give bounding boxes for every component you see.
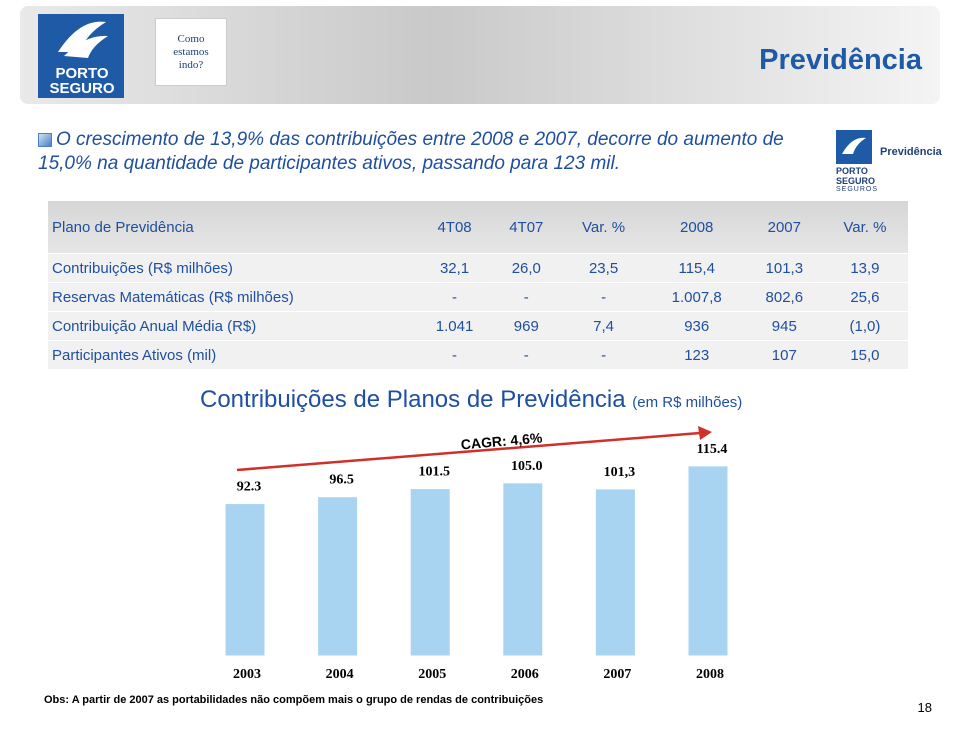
table: Plano de Previdência 4T08 4T07 Var. % 2008 20… xyxy=(48,201,908,369)
logo-sails xyxy=(58,21,108,58)
table-cell: - xyxy=(492,282,561,312)
column-header: 2007 xyxy=(746,201,822,254)
table-cell: 1.041 xyxy=(417,311,493,341)
bullet-text: O crescimento de 13,9% das contribuições… xyxy=(38,129,784,174)
column-header: 4T08 xyxy=(417,201,493,254)
table-cell: - xyxy=(417,340,493,369)
table-cell: 101,3 xyxy=(746,253,822,283)
row-label: Contribuição Anual Média (R$) xyxy=(48,311,417,341)
table-cell: 32,1 xyxy=(417,253,493,283)
badge-line: estamos xyxy=(173,45,209,58)
bar xyxy=(503,483,543,656)
column-header: 4T07 xyxy=(492,201,561,254)
footnote: Obs: A partir de 2007 as portabilidades … xyxy=(44,694,544,706)
column-header: Var. % xyxy=(560,201,647,254)
row-label: Participantes Ativos (mil) xyxy=(48,340,417,369)
x-tick-label: 2008 xyxy=(696,667,724,682)
badge: Como estamos indo? xyxy=(155,18,227,86)
bullet-icon xyxy=(38,133,52,147)
table-cell: - xyxy=(560,340,647,369)
chart-subtitle: (em R$ milhões) xyxy=(632,394,743,411)
row-label: Contribuições (R$ milhões) xyxy=(48,253,417,283)
table-cell: 1.007,8 xyxy=(646,282,747,312)
table-cell: 25,6 xyxy=(821,282,908,312)
table-cell: 13,9 xyxy=(821,253,908,283)
bar xyxy=(688,466,728,656)
side-logo-line: SEGURO xyxy=(836,176,876,186)
table-row: Participantes Ativos (mil) - - -123 107 15,0 xyxy=(48,340,908,369)
badge-line: indo? xyxy=(178,58,204,71)
chart-title-text: Contribuições de Planos de Previdência xyxy=(200,386,626,413)
value-label: 101,3 xyxy=(604,465,636,480)
table-cell: 26,0 xyxy=(492,253,561,283)
annotation: CAGR: 4,6% xyxy=(460,429,543,452)
column-header: 2008 xyxy=(646,201,747,254)
row-label: Reservas Matemáticas (R$ milhões) xyxy=(48,282,417,312)
x-tick-label: 2003 xyxy=(233,667,261,682)
slide-title: Previdência xyxy=(759,44,922,76)
chart-title: Contribuições de Planos de Previdência (… xyxy=(200,386,742,414)
table-cell: 936 xyxy=(646,311,747,341)
x-tick-label: 2007 xyxy=(603,667,631,682)
side-logo-sails xyxy=(842,137,866,154)
x-tick-label: 2004 xyxy=(326,667,354,682)
table-cell: (1,0) xyxy=(821,311,908,341)
table-cell: 115,4 xyxy=(646,253,747,283)
table-cell: - xyxy=(560,282,647,312)
table-header: Plano de Previdência 4T08 4T07 Var. % 2008 20… xyxy=(48,201,908,254)
table-cell: 945 xyxy=(746,311,822,341)
cagr-arrowhead xyxy=(698,426,712,440)
table-cell: 969 xyxy=(492,311,561,341)
bar xyxy=(225,504,265,656)
page-number: 18 xyxy=(917,700,932,715)
table-cell: 15,0 xyxy=(821,340,908,369)
table-row: Contribuições (R$ milhões) 32,1 26,0 23,5 11… xyxy=(48,253,908,283)
side-logo-line: PORTO xyxy=(836,166,868,176)
cagr-arrow xyxy=(236,431,701,472)
table-cell: 7,4 xyxy=(560,311,647,341)
value-label: 101.5 xyxy=(418,465,450,480)
table-cell: - xyxy=(417,282,493,312)
chart: 92.3 2003 96.5 2004 101.5 2005 105.0 2006 101,3 2… xyxy=(225,426,728,682)
value-label: 115.4 xyxy=(697,442,728,457)
bar xyxy=(318,497,358,656)
bar xyxy=(595,489,635,656)
table-cell: 23,5 xyxy=(560,253,647,283)
table-row: Contribuição Anual Média (R$) 1.041 969 7,4… xyxy=(48,311,908,341)
side-logo-label: Previdência xyxy=(880,146,942,158)
table-cell: 123 xyxy=(646,340,747,369)
table-cell: 802,6 xyxy=(746,282,822,312)
x-tick-label: 2005 xyxy=(418,667,446,682)
x-tick-label: 2006 xyxy=(511,667,539,682)
table-row: Reservas Matemáticas (R$ milhões) - - -1.00… xyxy=(48,282,908,312)
value-label: 92.3 xyxy=(237,480,262,495)
value-label: 96.5 xyxy=(329,473,354,488)
badge-line: Como xyxy=(177,32,205,45)
logo-line: SEGURO xyxy=(49,80,115,97)
logo-text: PORTO SEGURO xyxy=(47,66,117,96)
bar xyxy=(410,489,450,656)
side-logo-text: PORTO SEGURO SEGUROS xyxy=(836,166,946,193)
logo-line: PORTO xyxy=(55,65,109,82)
value-label: 105.0 xyxy=(511,459,543,474)
header-band xyxy=(20,6,940,104)
column-header: Plano de Previdência xyxy=(48,201,417,254)
side-logo-line: SEGUROS xyxy=(836,186,879,193)
table-cell: 107 xyxy=(746,340,822,369)
table-body: Contribuições (R$ milhões) 32,1 26,0 23,5 11… xyxy=(48,253,908,369)
column-header: Var. % xyxy=(821,201,908,254)
table-cell: - xyxy=(492,340,561,369)
